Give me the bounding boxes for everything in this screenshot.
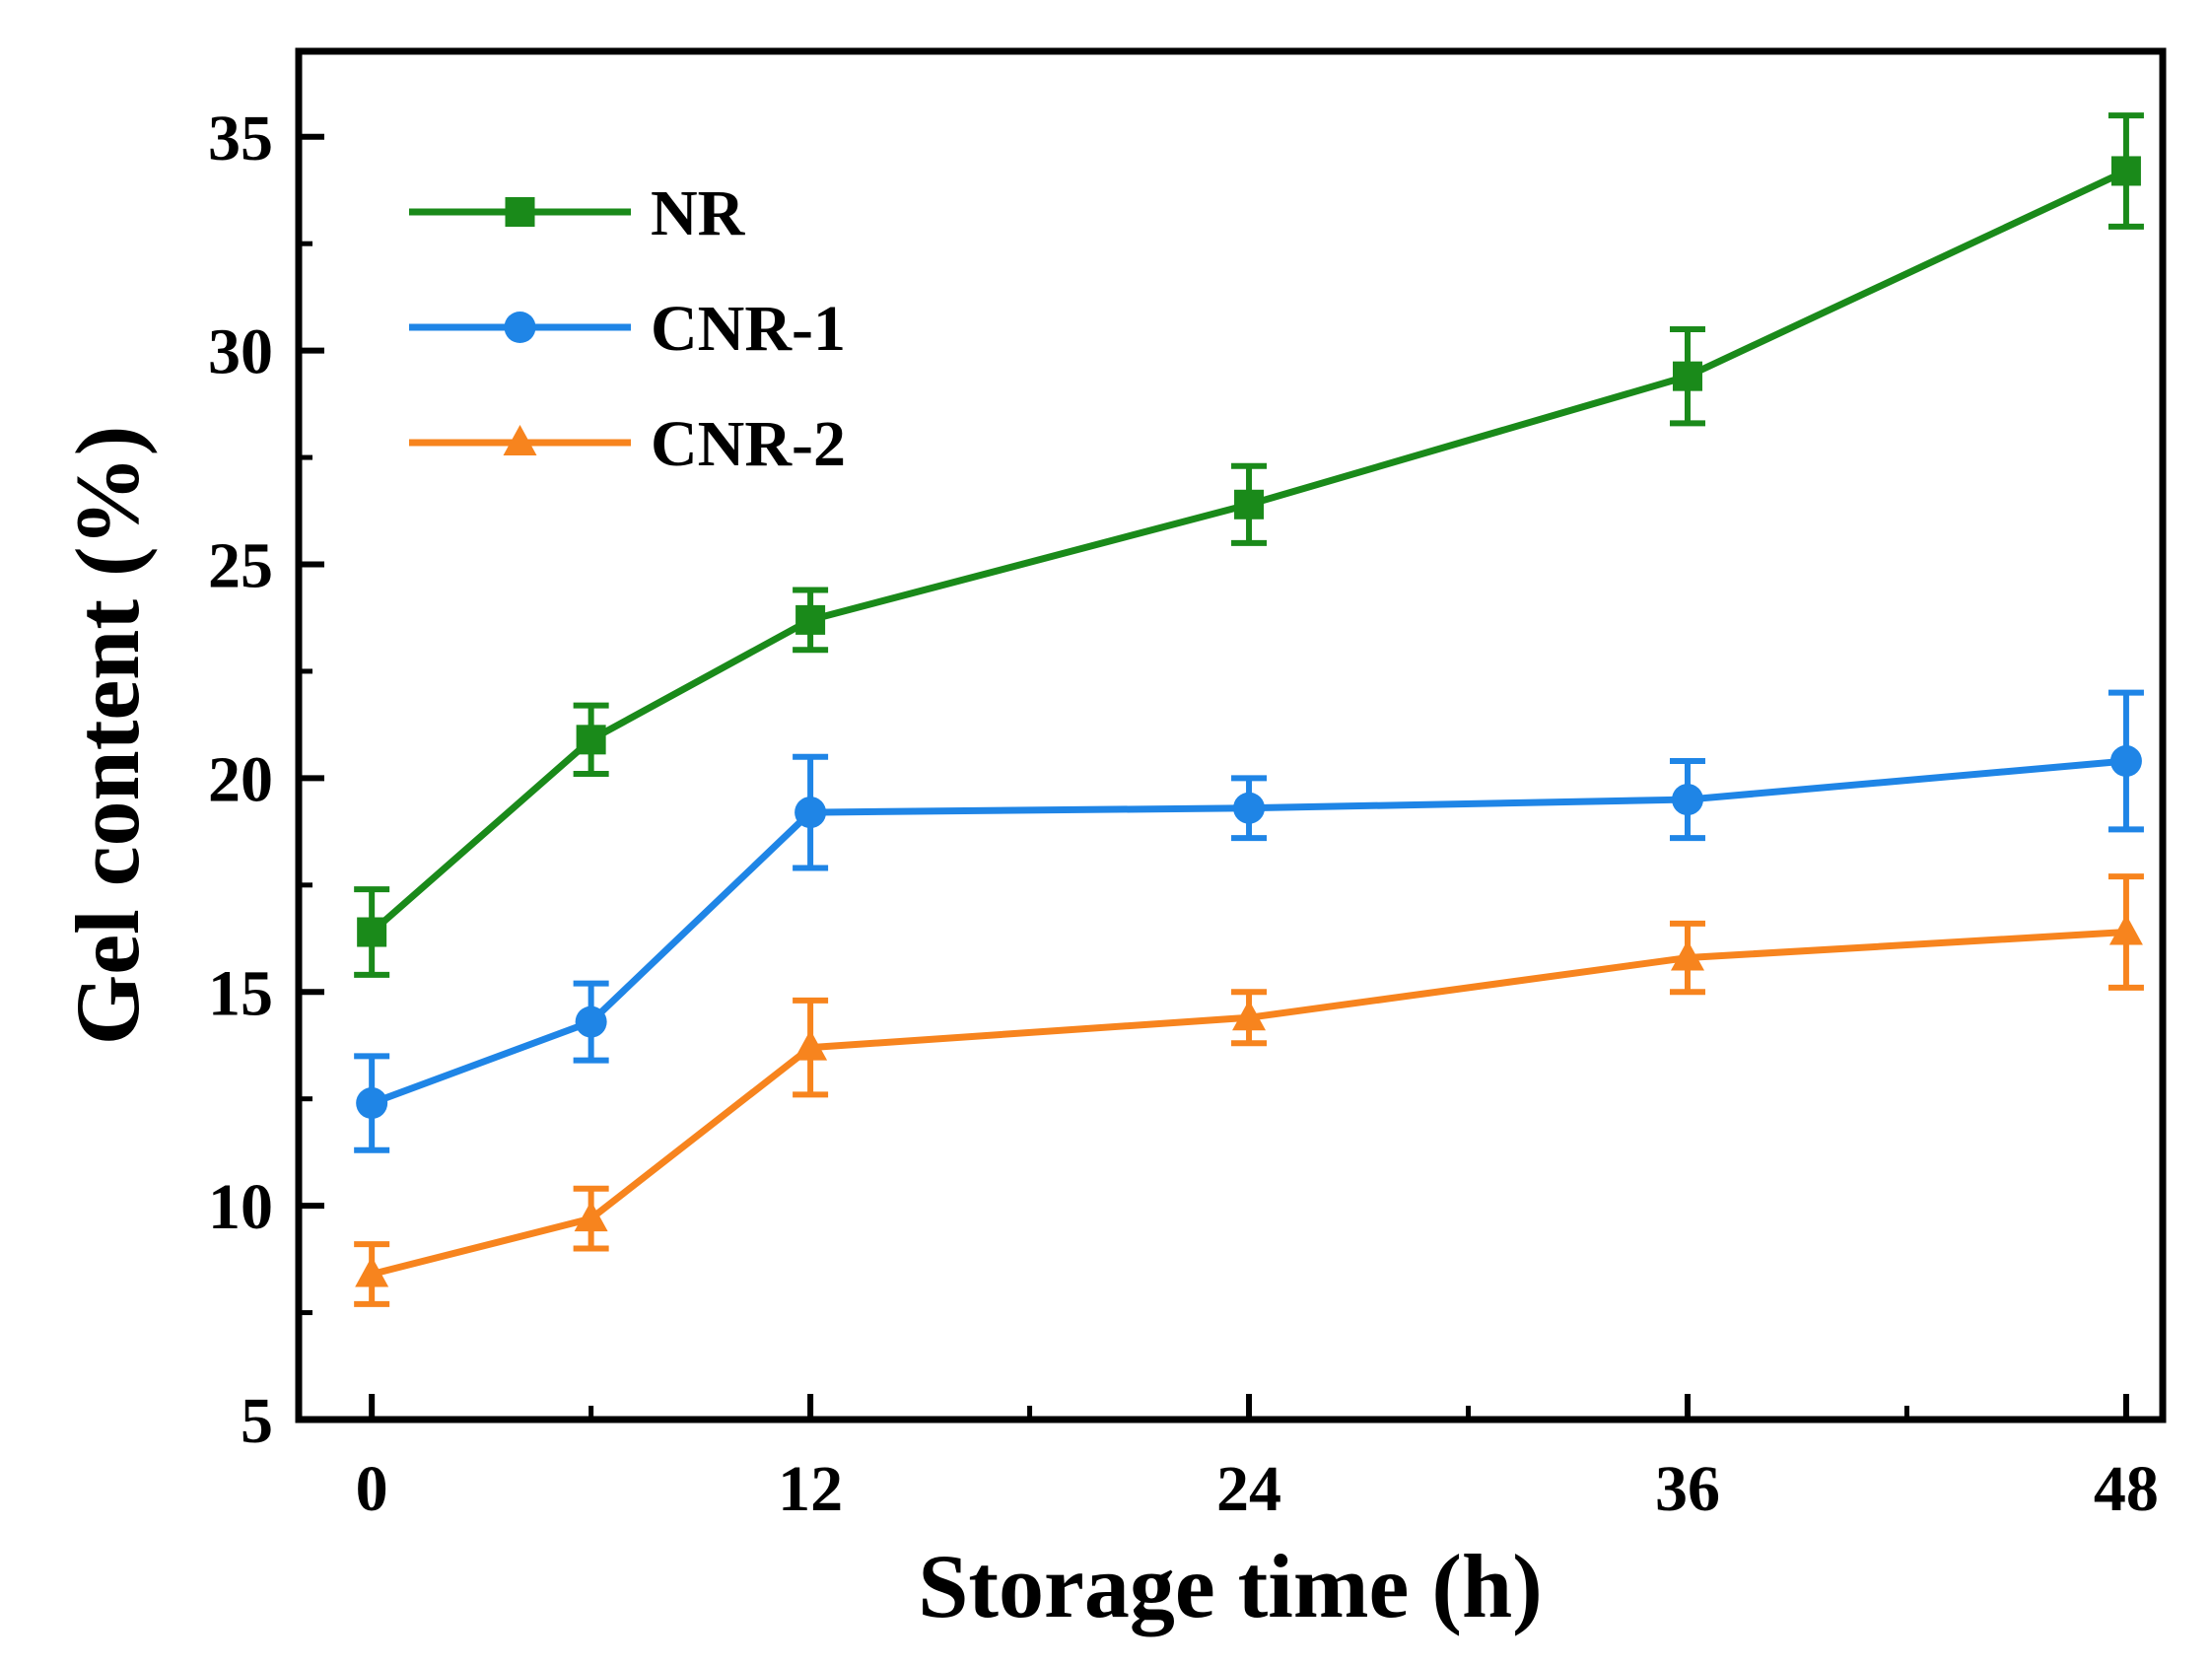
data-point	[795, 797, 827, 829]
data-point	[1234, 489, 1265, 520]
legend: NR CNR-1 CNR-2	[409, 177, 846, 480]
x-tick-label: 48	[2094, 1453, 2159, 1525]
legend-marker	[504, 312, 536, 343]
y-tick-label: 25	[208, 530, 273, 602]
legend-item: CNR-1	[409, 293, 846, 365]
plot-frame	[295, 47, 2167, 1423]
data-point	[575, 1006, 607, 1038]
legend-item: NR	[409, 177, 746, 249]
legend-label: NR	[651, 177, 746, 249]
data-point	[574, 1201, 608, 1232]
axis-ticks: 0 12 24 36 48 5 10 15 20 25 30 35	[208, 103, 2159, 1525]
data-point	[2109, 745, 2142, 778]
series-line	[370, 757, 2127, 1107]
data-point	[357, 917, 387, 947]
legend-label: CNR-1	[651, 293, 846, 365]
series-line	[369, 168, 2128, 936]
data-point	[1233, 792, 1266, 824]
y-tick-label: 10	[208, 1171, 273, 1243]
data-point	[794, 1029, 828, 1061]
plot-marks	[354, 112, 2144, 1307]
x-tick-label: 24	[1216, 1453, 1281, 1525]
legend-marker	[505, 197, 535, 227]
x-tick-label: 36	[1655, 1453, 1720, 1525]
x-tick-label: 12	[778, 1453, 843, 1525]
x-axis-title: Storage time (h)	[918, 1536, 1543, 1636]
series-nr	[354, 112, 2144, 978]
y-tick-label: 5	[241, 1385, 273, 1457]
data-point	[1672, 361, 1702, 391]
y-tick-label: 35	[208, 103, 273, 174]
data-point	[1232, 1000, 1267, 1031]
data-point	[2108, 914, 2143, 945]
data-point	[356, 1087, 388, 1120]
x-tick-label: 0	[356, 1453, 388, 1525]
data-point	[576, 725, 606, 755]
legend-marker	[503, 425, 537, 455]
y-tick-label: 30	[208, 316, 273, 388]
y-tick-label: 20	[208, 743, 273, 815]
data-point	[2110, 156, 2141, 186]
data-point	[1670, 939, 1704, 971]
legend-item: CNR-2	[409, 408, 846, 480]
data-point	[795, 604, 826, 635]
series-cnr-1	[354, 689, 2144, 1153]
y-axis-title: Gel content (%)	[57, 426, 158, 1046]
legend-label: CNR-2	[651, 408, 846, 480]
series-cnr-2	[354, 873, 2144, 1307]
series-line	[371, 929, 2127, 1278]
data-point	[1671, 784, 1703, 816]
y-tick-label: 15	[208, 957, 273, 1029]
data-point	[355, 1256, 389, 1287]
